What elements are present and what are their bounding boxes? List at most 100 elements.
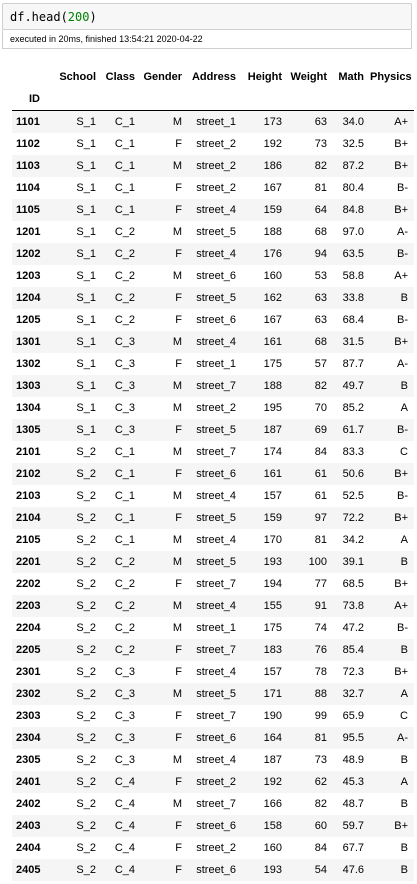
index-name-header: ID [12,88,46,111]
row-index-cell: 1205 [16,314,41,326]
code-line[interactable]: df.head(200) [10,10,97,24]
cell-class: C_2 [114,644,135,656]
cell-address: street_5 [196,424,236,436]
cell-math: 85.2 [342,402,364,414]
cell-class: C_1 [114,160,135,172]
cell-school: S_2 [76,710,96,722]
cell-school: S_2 [76,446,96,458]
cell-math: 87.7 [342,358,364,370]
cell-class: C_4 [114,842,135,854]
cell-gender: F [175,776,182,788]
cell-school: S_2 [76,732,96,744]
cell-weight: 70 [314,402,327,414]
cell-math: 63.5 [342,248,364,260]
cell-physics: C [400,446,408,458]
cell-school: S_2 [76,666,96,678]
cell-school: S_2 [76,534,96,546]
cell-school: S_2 [76,600,96,612]
cell-math: 39.1 [342,556,364,568]
cell-weight: 97 [314,512,327,524]
cell-class: C_2 [114,556,135,568]
cell-school: S_1 [76,336,96,348]
cell-address: street_2 [196,776,236,788]
cell-math: 65.9 [342,710,364,722]
column-header-class: Class [105,71,135,83]
cell-weight: 84 [314,842,327,854]
row-index-cell: 1201 [16,226,41,238]
cell-physics: B- [397,314,408,326]
cell-height: 160 [263,842,282,854]
cell-address: street_5 [196,226,236,238]
cell-math: 68.5 [342,578,364,590]
row-index-cell: 2101 [16,446,41,458]
row-index-cell: 2305 [16,754,41,766]
cell-height: 157 [263,490,282,502]
cell-weight: 94 [314,248,327,260]
cell-weight: 77 [314,578,327,590]
cell-weight: 57 [314,358,327,370]
cell-math: 80.4 [342,182,364,194]
cell-address: street_7 [196,446,236,458]
cell-physics: A [400,402,408,414]
row-index-cell: 2304 [16,732,41,744]
cell-class: C_1 [114,446,135,458]
cell-height: 187 [263,754,282,766]
cell-math: 33.8 [342,292,364,304]
index-name-row: ID [12,88,414,111]
cell-height: 171 [263,688,282,700]
cell-physics: B- [397,424,408,436]
cell-physics: A+ [394,116,408,128]
cell-gender: M [172,688,182,700]
cell-class: C_3 [114,732,135,744]
cell-weight: 81 [314,732,327,744]
cell-physics: B+ [394,138,408,150]
cell-school: S_2 [76,578,96,590]
cell-school: S_2 [76,842,96,854]
cell-gender: F [175,864,182,876]
cell-class: C_1 [114,534,135,546]
code-cell-input[interactable]: df.head(200) [2,3,412,30]
cell-class: C_1 [114,490,135,502]
column-header-gender: Gender [143,71,182,83]
cell-class: C_4 [114,776,135,788]
cell-class: C_3 [114,358,135,370]
cell-address: street_5 [196,292,236,304]
row-index-cell: 1204 [16,292,41,304]
cell-gender: M [172,160,182,172]
row-index-cell: 2401 [16,776,41,788]
cell-weight: 76 [314,644,327,656]
cell-gender: F [175,666,182,678]
cell-address: street_4 [196,666,236,678]
cell-school: S_1 [76,402,96,414]
cell-class: C_3 [114,688,135,700]
cell-physics: B+ [394,336,408,348]
cell-physics: B [400,842,408,854]
cell-height: 193 [263,864,282,876]
cell-school: S_2 [76,864,96,876]
cell-school: S_2 [76,820,96,832]
cell-height: 176 [263,248,282,260]
cell-height: 157 [263,666,282,678]
cell-gender: M [172,402,182,414]
cell-math: 73.8 [342,600,364,612]
cell-gender: M [172,380,182,392]
cell-address: street_1 [196,116,236,128]
cell-physics: B [400,556,408,568]
cell-weight: 53 [314,270,327,282]
cell-address: street_4 [196,490,236,502]
cell-height: 160 [263,270,282,282]
cell-math: 85.4 [342,644,364,656]
cell-math: 84.8 [342,204,364,216]
cell-class: C_2 [114,248,135,260]
cell-gender: M [172,270,182,282]
